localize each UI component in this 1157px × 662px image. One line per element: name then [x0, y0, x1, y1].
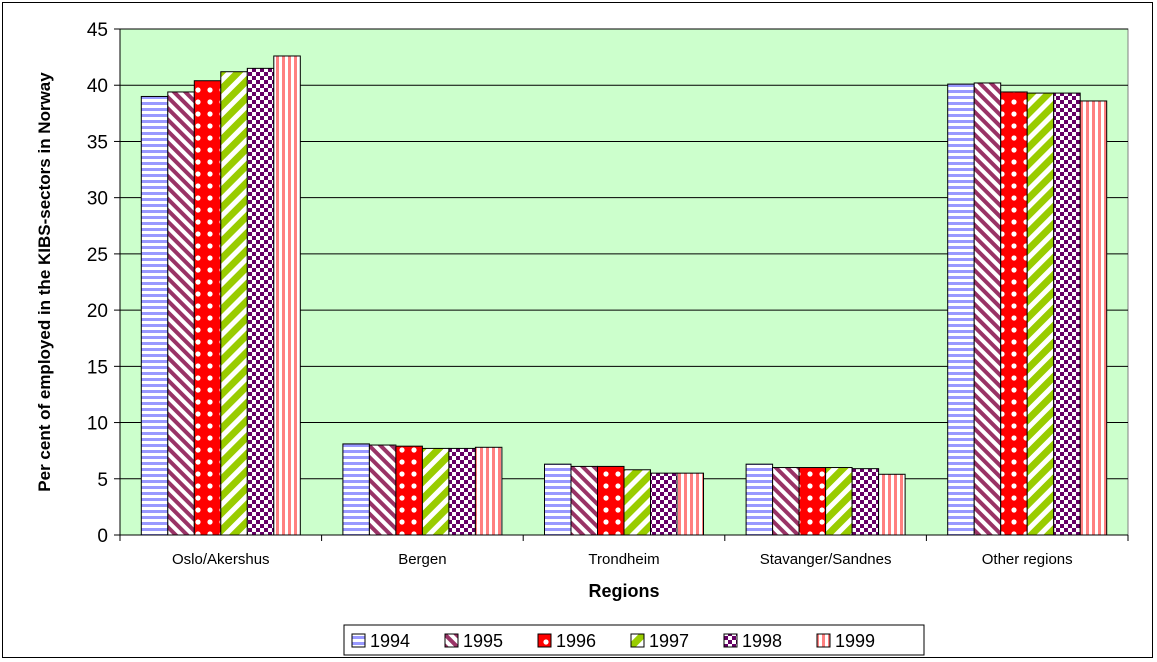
axes: [114, 28, 1129, 541]
bar: [167, 91, 195, 536]
x-axis-title: Regions: [588, 581, 659, 601]
x-tick-label: Bergen: [398, 551, 446, 568]
bar: [395, 445, 423, 536]
bar: [273, 55, 301, 536]
bar: [973, 82, 1002, 536]
legend-label: 1998: [742, 631, 782, 651]
bar: [342, 443, 370, 536]
y-tick-label: 5: [97, 470, 108, 491]
legend-swatch: [630, 633, 645, 648]
y-tick-label: 45: [87, 20, 108, 41]
x-tick-labels: Oslo/Akershus Bergen Trondheim Stavanger/Sa…: [172, 551, 1073, 568]
bar: [1053, 92, 1081, 536]
bar: [1079, 100, 1108, 536]
bar: [570, 465, 598, 536]
legend-label: 1997: [649, 631, 689, 651]
bar: [947, 83, 975, 536]
bar: [368, 444, 397, 536]
legend-swatch: [723, 633, 738, 648]
legend-swatch: [537, 633, 552, 648]
bar: [676, 472, 704, 536]
bar: [878, 473, 906, 536]
y-axis-title: Per cent of employed in the KIBS-sectors…: [35, 72, 54, 492]
y-tick-label: 25: [87, 245, 108, 266]
bar: [474, 446, 503, 536]
y-tick-label: 30: [87, 189, 108, 210]
legend: 1994 1995 1996 1997 1998 1999: [351, 631, 875, 651]
legend-swatch: [444, 633, 459, 648]
y-tick-labels: 0 5 10 15 20 25 30 35 40 45: [87, 20, 108, 547]
bar: [140, 95, 169, 536]
bar: [623, 469, 651, 536]
bar: [851, 468, 880, 536]
y-tick-label: 20: [87, 301, 108, 322]
y-tick-label: 35: [87, 132, 108, 153]
legend-label: 1994: [370, 631, 410, 651]
bar: [1026, 92, 1055, 536]
bar: [246, 67, 275, 536]
bar: [597, 465, 625, 536]
y-tick-label: 40: [87, 76, 108, 97]
legend-swatch: [816, 633, 831, 648]
bar: [745, 463, 774, 536]
y-tick-label: 10: [87, 414, 108, 435]
bar: [772, 467, 800, 536]
bar: [544, 463, 572, 536]
bars: [140, 55, 1108, 536]
y-tick-label: 0: [97, 526, 108, 547]
legend-swatch: [351, 633, 366, 648]
x-tick-label: Other regions: [982, 551, 1073, 568]
bar: [825, 467, 853, 536]
bar: [193, 80, 222, 536]
bar: [220, 71, 248, 536]
bar: [421, 447, 450, 536]
bar: [798, 467, 827, 536]
legend-label: 1995: [463, 631, 503, 651]
bar: [448, 447, 476, 536]
x-tick-label: Trondheim: [588, 551, 659, 568]
legend-label: 1996: [556, 631, 596, 651]
y-tick-label: 15: [87, 357, 108, 378]
legend-label: 1999: [835, 631, 875, 651]
x-tick-label: Stavanger/Sandnes: [760, 551, 892, 568]
bar: [1000, 91, 1028, 536]
x-tick-label: Oslo/Akershus: [172, 551, 270, 568]
bar: [650, 472, 678, 536]
